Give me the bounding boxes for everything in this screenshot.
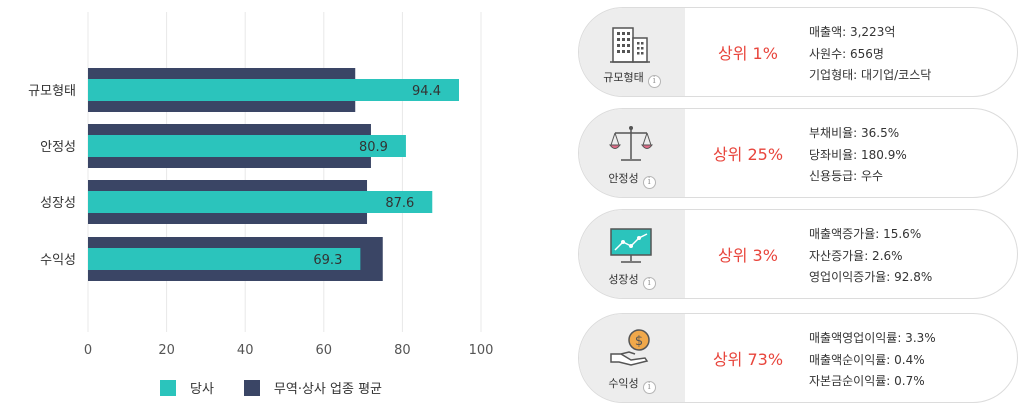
- bar-value-label: 69.3: [313, 253, 342, 268]
- x-tick-label: 100: [469, 343, 494, 358]
- detail-line: 매출액영업이익률: 3.3%: [809, 331, 936, 345]
- x-tick-label: 0: [84, 343, 92, 358]
- detail-line: 신용등급: 우수: [809, 169, 884, 183]
- legend-label-industry: 무역·상사 업종 평균: [273, 382, 382, 397]
- card-label-text: 성장성: [608, 273, 639, 286]
- building-icon: [610, 27, 650, 63]
- card-growth: 성장성 i 상위 3% 매출액증가율: 15.6% 자산증가율: 2.6% 영업이…: [578, 209, 1018, 299]
- card-icon-panel: 규모형태 i: [579, 8, 685, 96]
- info-icon[interactable]: i: [642, 277, 656, 290]
- legend-item-company[interactable]: 당사: [160, 378, 214, 397]
- detail-line: 자본금순이익률: 0.7%: [809, 374, 925, 388]
- y-category-label: 성장성: [40, 196, 76, 211]
- detail-line: 부채비율: 36.5%: [809, 126, 900, 140]
- card-details: 매출액: 3,223억 사원수: 656명 기업형태: 대기업/코스닥: [809, 22, 931, 87]
- card-details: 매출액증가율: 15.6% 자산증가율: 2.6% 영업이익증가율: 92.8%: [809, 224, 932, 289]
- rank-text: 상위 73%: [712, 350, 784, 369]
- card-size: 규모형태 i 상위 1% 매출액: 3,223억 사원수: 656명 기업형태: …: [578, 7, 1018, 97]
- x-tick-label: 40: [237, 343, 254, 358]
- chart-legend: 당사 무역·상사 업종 평균: [160, 378, 412, 397]
- legend-swatch-company: [160, 379, 176, 396]
- card-icon-label: 수익성 i: [579, 375, 685, 394]
- detail-line: 영업이익증가율: 92.8%: [809, 270, 933, 284]
- x-tick-label: 20: [158, 343, 175, 358]
- bar-company: [88, 135, 406, 157]
- monitor-graph-icon: [610, 228, 652, 263]
- bar-company: [88, 248, 361, 270]
- card-label-text: 수익성: [608, 377, 639, 390]
- detail-line: 매출액순이익률: 0.4%: [809, 352, 925, 367]
- legend-item-industry[interactable]: 무역·상사 업종 평균: [243, 378, 382, 397]
- card-icon-panel: 성장성 i: [579, 210, 685, 298]
- card-icon-label: 안정성 i: [579, 170, 685, 189]
- detail-line: 기업형태: 대기업/코스닥: [809, 68, 932, 82]
- card-icon-label: 성장성 i: [579, 271, 685, 290]
- x-tick-label: 80: [394, 343, 411, 358]
- card-icon-panel: 안정성 i: [579, 109, 685, 197]
- info-icon[interactable]: i: [642, 176, 656, 189]
- rank-text: 상위 1%: [718, 44, 778, 63]
- card-profitability: $ 수익성 i 상위 73% 매출액영업이익률: 3.3% 매출액순이익률: 0.…: [578, 313, 1018, 403]
- comparison-chart: 0 20 40 60 80 100 94.4 규모형태 80.9 안정성 87.6 성장성 69.3 수익…: [28, 12, 494, 397]
- rank-text: 상위 3%: [718, 246, 778, 265]
- card-icon-label: 규모형태 i: [579, 69, 685, 88]
- info-icon[interactable]: i: [647, 75, 661, 88]
- y-category-label: 수익성: [40, 253, 76, 268]
- detail-line: 매출액: 3,223억: [809, 25, 896, 39]
- legend-swatch-industry: [243, 379, 260, 396]
- y-category-label: 안정성: [40, 140, 76, 155]
- bar-chart-svg: 0 20 40 60 80 100 94.4 규모형태 80.9 안정성 87.6 성장성 69.3 수익…: [28, 12, 494, 358]
- card-details: 매출액영업이익률: 3.3% 매출액순이익률: 0.4% 자본금순이익률: 0.…: [809, 328, 936, 393]
- detail-line: 사원수: 656명: [809, 46, 884, 61]
- rank-text: 상위 25%: [712, 145, 784, 164]
- card-label-text: 안정성: [608, 172, 639, 185]
- coin-hand-icon: $: [610, 329, 650, 366]
- legend-label-company: 당사: [190, 382, 214, 397]
- card-details: 부채비율: 36.5% 당좌비율: 180.9% 신용등급: 우수: [809, 123, 907, 188]
- x-tick-label: 60: [316, 343, 333, 358]
- y-category-label: 규모형태: [28, 84, 76, 99]
- info-icon[interactable]: i: [642, 381, 656, 394]
- card-label-text: 규모형태: [603, 71, 644, 84]
- svg-text:$: $: [635, 334, 643, 349]
- bar-value-label: 80.9: [359, 140, 388, 155]
- detail-line: 매출액증가율: 15.6%: [809, 227, 922, 241]
- card-stability: 안정성 i 상위 25% 부채비율: 36.5% 당좌비율: 180.9% 신용등…: [578, 108, 1018, 198]
- scale-icon: [609, 126, 653, 161]
- bar-value-label: 94.4: [412, 84, 441, 99]
- card-icon-panel: $ 수익성 i: [579, 314, 685, 402]
- detail-line: 자산증가율: 2.6%: [809, 248, 903, 263]
- bar-company: [88, 79, 459, 101]
- bar-value-label: 87.6: [385, 196, 414, 211]
- bar-company: [88, 191, 433, 213]
- detail-line: 당좌비율: 180.9%: [809, 147, 907, 162]
